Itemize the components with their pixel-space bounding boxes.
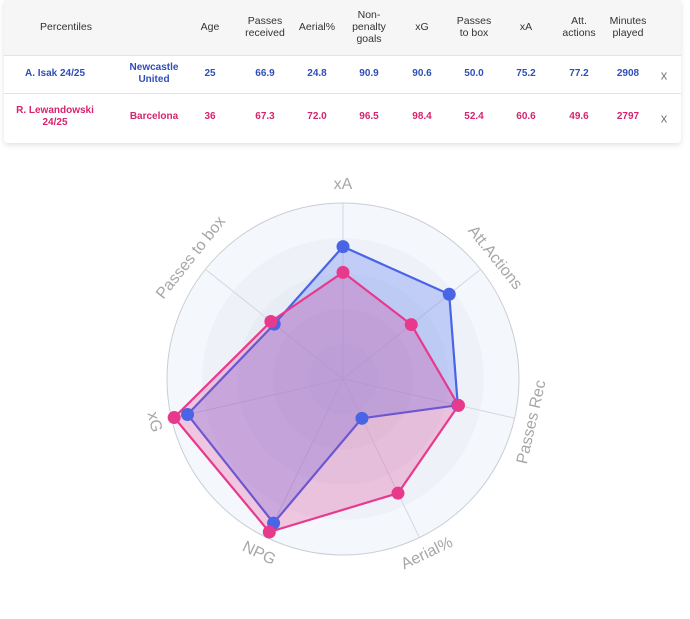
stat-value: 52.4 [464,111,484,122]
stat-value: 67.3 [255,111,275,122]
data-point [167,411,181,425]
stat-value: 75.2 [516,68,536,79]
data-point [391,486,405,500]
data-point [264,314,278,328]
data-point [355,411,369,425]
stat-value: 98.4 [412,111,432,122]
column-header[interactable]: Percentiles [40,21,92,33]
row-divider [4,55,681,56]
stat-value: 25 [204,68,216,79]
axis-label: NPG [240,538,279,568]
remove-player-button[interactable]: x [660,110,668,126]
stat-value: 77.2 [569,68,589,79]
row-divider [4,93,681,94]
column-header[interactable]: Passes received [245,15,285,39]
data-point [336,265,350,279]
axis-label: Passes Rec [514,379,550,466]
radar-spoke [342,378,420,538]
data-point [181,407,195,421]
table-header [4,0,681,55]
player-name: R. Lewandowski 24/25 [16,105,94,128]
column-header[interactable]: Non- penalty goals [352,9,386,45]
stat-value: 90.9 [359,68,379,79]
stat-value: 66.9 [255,68,275,79]
column-header[interactable]: Aerial% [298,21,336,33]
radar-spoke [171,378,344,419]
stat-value: 36 [204,111,216,122]
stat-value: 2908 [616,68,640,79]
stat-value: 90.6 [412,68,432,79]
stat-value: 96.5 [359,111,379,122]
column-header[interactable]: Minutes played [609,15,647,39]
column-header[interactable]: xG [415,21,429,33]
stat-value: 50.0 [464,68,484,79]
radar-spoke [342,378,515,419]
radar-spoke [266,378,344,538]
stat-value: 72.0 [307,111,327,122]
column-header[interactable]: xA [519,21,533,33]
data-point [262,525,276,539]
stat-value: 49.6 [569,111,589,122]
stat-value: 2797 [616,111,640,122]
column-header[interactable]: Age [200,21,220,33]
axis-label: xG [144,410,165,434]
stat-value: 24.8 [307,68,327,79]
remove-player-button[interactable]: x [660,67,668,83]
series-area-1 [186,245,459,525]
data-point [442,287,456,301]
column-header[interactable]: Passes to box [456,15,492,39]
axis-label: xA [334,176,353,193]
team-name: Newcastle United [129,62,179,85]
series-area-2 [173,271,460,534]
comparison-table: Percentiles Age Passes received Aerial% Non-… [4,0,681,143]
player-name: A. Isak 24/25 [24,68,86,79]
team-name: Barcelona [129,111,179,122]
data-point [336,240,350,254]
column-header[interactable]: Att. actions [562,15,596,39]
stat-value: 60.6 [516,111,536,122]
data-point [451,398,465,412]
data-point [404,318,418,332]
